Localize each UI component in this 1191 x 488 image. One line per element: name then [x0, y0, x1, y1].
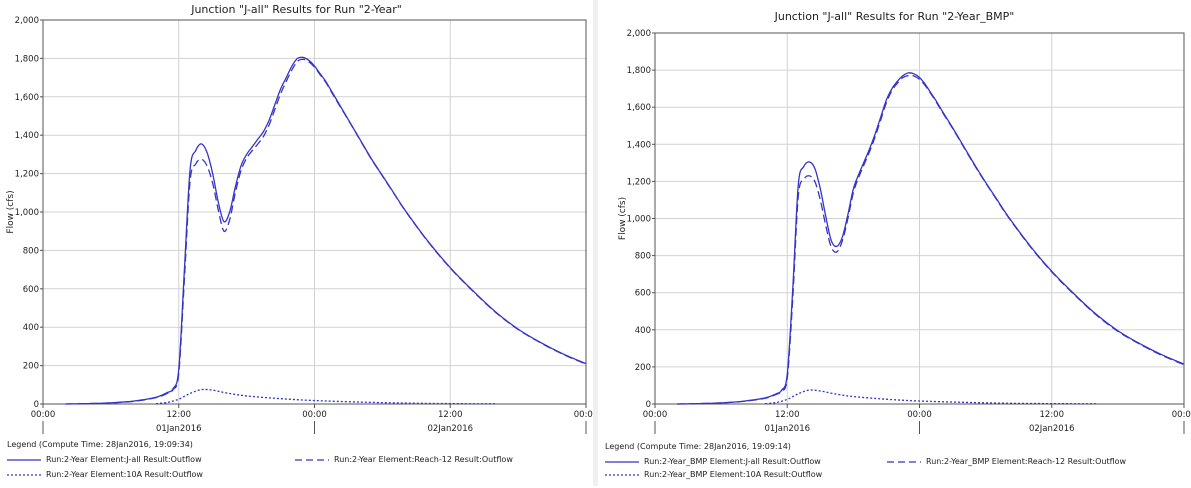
x-tick-label: 12:00: [438, 410, 463, 420]
x-tick-label: 00:00: [643, 410, 668, 420]
y-tick-label: 0: [34, 400, 39, 410]
y-axis-label: Flow (cfs): [6, 190, 16, 233]
panel-divider: [593, 0, 598, 486]
legend-label: Run:2-Year_BMP Element:10A Result:Outflo…: [644, 470, 823, 479]
x-tick-label: 00:00: [31, 410, 56, 420]
date-label: 02Jan2016: [1029, 424, 1075, 434]
legend-line-solid: [7, 458, 41, 461]
legend-line-dashed: [887, 460, 921, 463]
y-tick-label: 800: [635, 252, 651, 262]
legend-entry-10a: Run:2-Year Element:10A Result:Outflow: [7, 470, 203, 479]
y-tick-label: 200: [635, 363, 651, 373]
x-tick-label: 00:00: [302, 410, 327, 420]
y-tick-label: 1,000: [627, 215, 651, 225]
x-tick-label: 00:00: [1172, 410, 1191, 420]
legend-label: Run:2-Year_BMP Element:Reach-12 Result:O…: [926, 457, 1127, 466]
y-tick-label: 1,800: [15, 54, 39, 64]
y-tick-label: 400: [23, 323, 39, 333]
y-tick-label: 1,400: [15, 131, 39, 141]
x-tick-label: 12:00: [775, 410, 800, 420]
y-tick-label: 600: [635, 289, 651, 299]
legend-entry-j-all: Run:2-Year Element:J-all Result:Outflow: [7, 455, 202, 464]
series-line-10a: [156, 388, 496, 405]
legend-line-dashed: [295, 458, 329, 461]
x-tick-label: 12:00: [167, 410, 192, 420]
legend-line-dotted: [605, 473, 639, 476]
y-tick-label: 1,200: [627, 177, 651, 187]
date-label: 02Jan2016: [427, 424, 473, 434]
y-tick-label: 1,600: [627, 103, 651, 113]
x-tick-label: 00:00: [574, 410, 593, 420]
y-tick-label: 2,000: [15, 16, 39, 26]
y-tick-label: 600: [23, 285, 39, 295]
y-tick-label: 2,000: [627, 29, 651, 39]
x-tick-label: 00:00: [907, 410, 932, 420]
y-tick-label: 200: [23, 362, 39, 372]
series-line-10a: [765, 389, 1096, 405]
chart-panel-right: Junction "J-all" Results for Run "2-Year…: [598, 0, 1191, 486]
y-tick-label: 1,000: [15, 208, 39, 218]
legend-right: Legend (Compute Time: 28Jan2016, 19:09:1…: [605, 442, 1185, 488]
series-line-reach-12: [65, 58, 587, 405]
date-label: 01Jan2016: [764, 424, 810, 434]
chart-title: Junction "J-all" Results for Run "2-Year…: [191, 3, 402, 16]
y-tick-label: 1,800: [627, 66, 651, 76]
legend-left: Legend (Compute Time: 28Jan2016, 19:09:3…: [7, 440, 587, 486]
y-tick-label: 800: [23, 246, 39, 256]
y-tick-label: 1,600: [15, 93, 39, 103]
legend-entry-reach-12: Run:2-Year Element:Reach-12 Result:Outfl…: [295, 455, 513, 464]
chart-panel-left: Junction "J-all" Results for Run "2-Year…: [0, 0, 593, 486]
date-label: 01Jan2016: [156, 424, 202, 434]
series-line-j-all: [65, 56, 587, 405]
legend-label: Run:2-Year_BMP Element:J-all Result:Outf…: [644, 457, 821, 466]
y-tick-label: 1,200: [15, 170, 39, 180]
legend-line-dotted: [7, 473, 41, 476]
y-tick-label: 1,400: [627, 140, 651, 150]
legend-header: Legend (Compute Time: 28Jan2016, 19:09:1…: [605, 442, 791, 451]
legend-label: Run:2-Year Element:Reach-12 Result:Outfl…: [334, 455, 513, 464]
legend-label: Run:2-Year Element:10A Result:Outflow: [46, 470, 203, 479]
legend-entry-reach-12: Run:2-Year_BMP Element:Reach-12 Result:O…: [887, 457, 1126, 466]
chart-title: Junction "J-all" Results for Run "2-Year…: [774, 10, 1015, 23]
series-line-reach-12: [677, 74, 1185, 405]
legend-label: Run:2-Year Element:J-all Result:Outflow: [46, 455, 202, 464]
plot-area-right: 0 200 400 600 800 1,000 1,200 1,400 1,600 1,800 2,…: [618, 29, 1191, 434]
x-tick-label: 12:00: [1040, 410, 1065, 420]
y-tick-label: 400: [635, 326, 651, 336]
series-line-j-all: [677, 72, 1185, 405]
legend-header: Legend (Compute Time: 28Jan2016, 19:09:3…: [7, 440, 193, 449]
y-tick-label: 0: [646, 400, 651, 410]
legend-line-solid: [605, 460, 639, 463]
legend-entry-j-all: Run:2-Year_BMP Element:J-all Result:Outf…: [605, 457, 821, 466]
plot-area-left: 0 200 400 600 800 1,000 1,200 1,400 1,600 1,800 2,…: [6, 16, 593, 434]
legend-entry-10a: Run:2-Year_BMP Element:10A Result:Outflo…: [605, 470, 822, 479]
y-axis-label: Flow (cfs): [618, 197, 628, 240]
